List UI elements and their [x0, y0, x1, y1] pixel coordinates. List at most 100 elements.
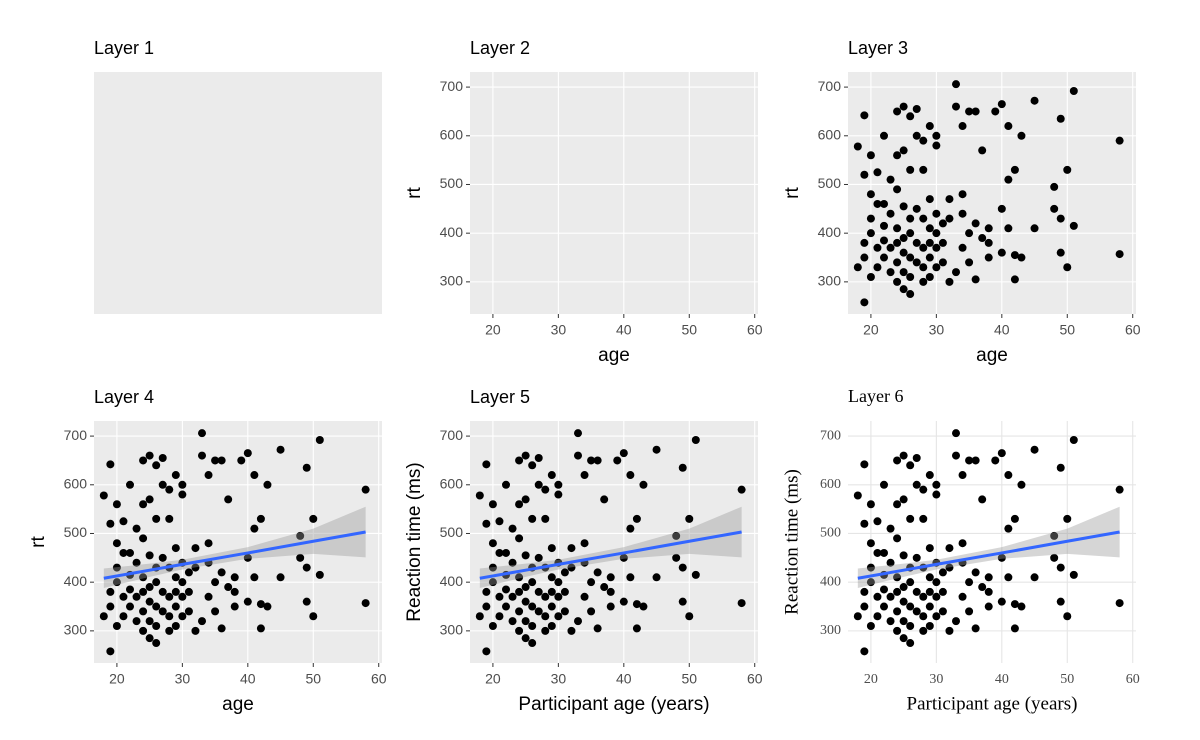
- point: [899, 202, 908, 211]
- point: [945, 277, 954, 286]
- point: [652, 445, 661, 454]
- point: [880, 548, 888, 557]
- y-axis-title: Reaction time (ms): [404, 462, 425, 621]
- point: [1056, 248, 1065, 257]
- point: [534, 553, 543, 562]
- point: [230, 573, 239, 582]
- point: [866, 151, 875, 160]
- point: [502, 585, 510, 594]
- point: [587, 607, 596, 616]
- point: [678, 597, 687, 606]
- point: [158, 607, 167, 616]
- point: [1050, 204, 1059, 213]
- point: [984, 602, 993, 611]
- point: [132, 524, 141, 533]
- point: [958, 209, 967, 218]
- point: [932, 612, 941, 621]
- point: [952, 451, 960, 460]
- point: [971, 107, 980, 116]
- point: [126, 602, 134, 611]
- panel-background: [94, 72, 382, 314]
- point: [919, 485, 928, 494]
- point: [971, 219, 980, 228]
- point: [178, 592, 187, 601]
- x-tick-label: 50: [1059, 322, 1075, 338]
- point: [978, 234, 987, 243]
- point: [521, 451, 530, 460]
- point: [860, 647, 869, 656]
- point: [886, 558, 895, 567]
- point: [547, 471, 556, 480]
- point: [495, 612, 504, 621]
- point: [250, 524, 259, 533]
- point: [547, 544, 556, 553]
- point: [158, 587, 167, 596]
- point: [971, 456, 980, 465]
- point: [315, 435, 324, 444]
- point: [139, 456, 148, 465]
- point: [106, 602, 115, 611]
- point: [495, 592, 504, 601]
- point: [521, 634, 530, 643]
- y-axis-title: Reaction time (ms): [781, 469, 802, 615]
- point: [515, 587, 524, 596]
- point: [1004, 224, 1013, 233]
- point: [217, 624, 226, 633]
- point: [984, 238, 993, 247]
- point: [184, 568, 193, 577]
- point: [1030, 96, 1039, 105]
- point: [587, 456, 596, 465]
- x-tick-label: 60: [1126, 672, 1140, 687]
- point: [978, 583, 987, 592]
- point: [906, 229, 915, 238]
- point: [145, 597, 154, 606]
- point: [906, 272, 915, 281]
- point: [639, 602, 648, 611]
- point: [554, 490, 563, 499]
- fit-line: [857, 530, 1120, 580]
- point: [574, 617, 582, 626]
- fit-line: [479, 530, 742, 580]
- x-tick-label: 40: [240, 671, 256, 687]
- point: [965, 607, 974, 616]
- point: [256, 600, 265, 609]
- point: [502, 602, 510, 611]
- point: [938, 587, 947, 596]
- point: [899, 551, 908, 560]
- point: [515, 500, 524, 509]
- point: [919, 243, 928, 252]
- y-tick-label: 600: [440, 475, 464, 491]
- point: [541, 612, 550, 621]
- panel-title: Layer 2: [470, 38, 530, 58]
- point: [171, 602, 180, 611]
- point: [554, 612, 563, 621]
- y-tick-label: 500: [64, 524, 88, 540]
- point: [178, 612, 187, 621]
- point: [139, 587, 148, 596]
- point: [860, 460, 869, 469]
- point: [971, 275, 980, 284]
- point: [919, 277, 928, 286]
- point: [938, 238, 947, 247]
- x-tick-label: 30: [551, 322, 567, 338]
- point: [560, 587, 569, 596]
- point: [482, 587, 491, 596]
- point: [866, 563, 875, 572]
- point: [139, 573, 148, 582]
- point: [925, 602, 934, 611]
- point: [860, 587, 869, 596]
- panel-title: Layer 3: [848, 38, 908, 58]
- point: [932, 592, 941, 601]
- point: [263, 480, 272, 489]
- point: [1004, 471, 1013, 480]
- point: [978, 495, 987, 504]
- point: [593, 456, 602, 465]
- point: [106, 647, 115, 656]
- point: [1069, 435, 1078, 444]
- point: [567, 544, 576, 553]
- point: [971, 568, 980, 577]
- point: [145, 551, 154, 560]
- point: [880, 221, 888, 230]
- point: [919, 214, 928, 223]
